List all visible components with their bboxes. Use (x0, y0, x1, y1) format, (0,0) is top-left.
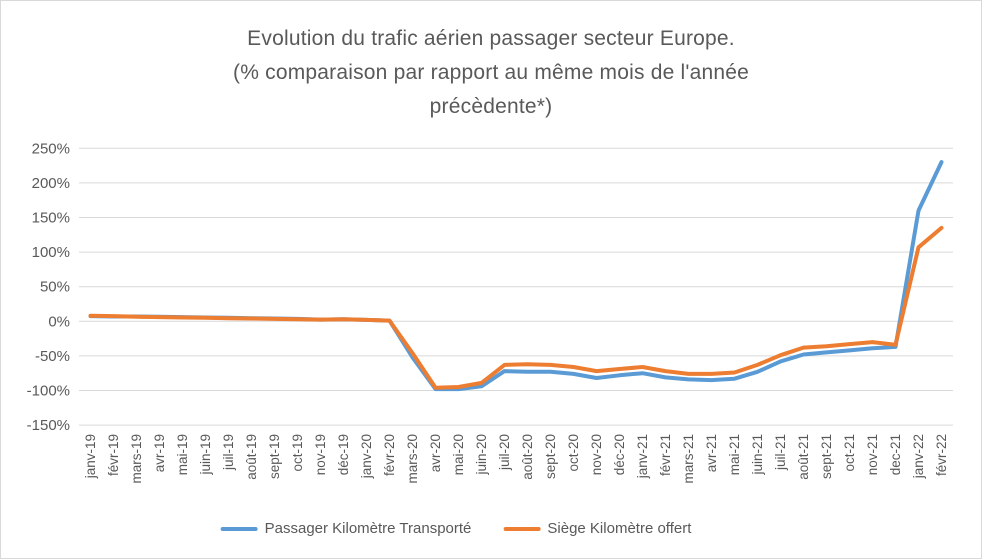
legend-item-siege-kilometre-offert: Siège Kilomètre offert (503, 520, 691, 537)
chart-legend: Passager Kilomètre Transporté Siège Kilo… (220, 520, 691, 537)
y-axis-label: 100% (32, 244, 70, 261)
legend-line-swatch-blue-icon (220, 526, 258, 531)
y-axis-label: 200% (32, 175, 70, 192)
chart-title-line-2: (% comparaison par rapport au même mois … (233, 61, 749, 84)
y-axis-label: 50% (40, 279, 70, 296)
x-axis-label: sept-20 (543, 434, 558, 479)
y-axis-label: 0% (48, 313, 70, 330)
legend-line-swatch-orange-icon (503, 526, 541, 531)
y-axis-label: -50% (35, 348, 70, 365)
chart-title-line-1: Evolution du trafic aérien passager sect… (247, 27, 735, 50)
x-axis-label: oct-21 (842, 434, 857, 472)
series-line-siège (88, 225, 944, 390)
x-axis-label: avr-21 (704, 434, 719, 472)
x-axis-label: oct-20 (566, 434, 581, 472)
y-axis-label: -100% (27, 383, 70, 400)
x-axis-label: déc-19 (336, 434, 351, 475)
legend-label-passager-kilometre-transporte: Passager Kilomètre Transporté (264, 520, 472, 537)
y-axis-label: 250% (32, 140, 70, 157)
x-axis-label: mai-19 (175, 434, 190, 475)
x-axis-label: oct-19 (290, 434, 305, 472)
x-axis-label: août-21 (796, 434, 811, 480)
x-axis-label: sept-21 (819, 434, 834, 479)
x-axis-label: mars-19 (129, 434, 144, 484)
x-axis-label: févr-20 (382, 434, 397, 476)
x-axis-label: janv-21 (635, 434, 650, 479)
x-axis-label: févr-21 (658, 434, 673, 476)
x-axis-label: janv-20 (359, 434, 374, 479)
x-axis-label: mai-21 (727, 434, 742, 475)
x-axis-label: nov-21 (865, 434, 880, 475)
x-axis-label: août-19 (244, 434, 259, 480)
x-axis-label: avr-20 (428, 434, 443, 472)
x-axis-label: janv-19 (83, 434, 98, 479)
chart-title: Evolution du trafic aérien passager sect… (1, 22, 981, 124)
x-axis-label: dec-21 (888, 434, 903, 475)
legend-item-passager-kilometre-transporte: Passager Kilomètre Transporté (220, 520, 472, 537)
x-axis-label: juin-21 (750, 434, 765, 476)
y-axis-label: 150% (32, 210, 70, 227)
legend-label-siege-kilometre-offert: Siège Kilomètre offert (547, 520, 692, 537)
x-axis-label: mai-20 (451, 434, 466, 475)
series-line-passager (88, 160, 944, 392)
x-axis-label: juil-21 (773, 434, 788, 471)
x-axis-label: janv-22 (911, 434, 926, 479)
x-axis-label: sept-19 (267, 434, 282, 479)
x-axis-label: févr-19 (106, 434, 121, 476)
x-axis-label: juin-20 (474, 434, 489, 476)
x-axis-label: nov-20 (589, 434, 604, 475)
x-axis-label: août-20 (520, 434, 535, 480)
x-axis-label: avr-19 (152, 434, 167, 472)
x-axis-label: juin-19 (198, 434, 213, 476)
x-axis-label: févr-22 (934, 434, 949, 476)
x-axis-label: déc-20 (612, 434, 627, 475)
x-axis-label: nov-19 (313, 434, 328, 475)
x-axis-label: juil-19 (221, 434, 236, 471)
chart-title-line-3: précèdente*) (429, 95, 553, 118)
x-axis-label: mars-20 (405, 434, 420, 484)
y-axis-label: -150% (27, 417, 70, 434)
x-axis-label: juil-20 (497, 434, 512, 471)
x-axis-label: mars-21 (681, 434, 696, 484)
